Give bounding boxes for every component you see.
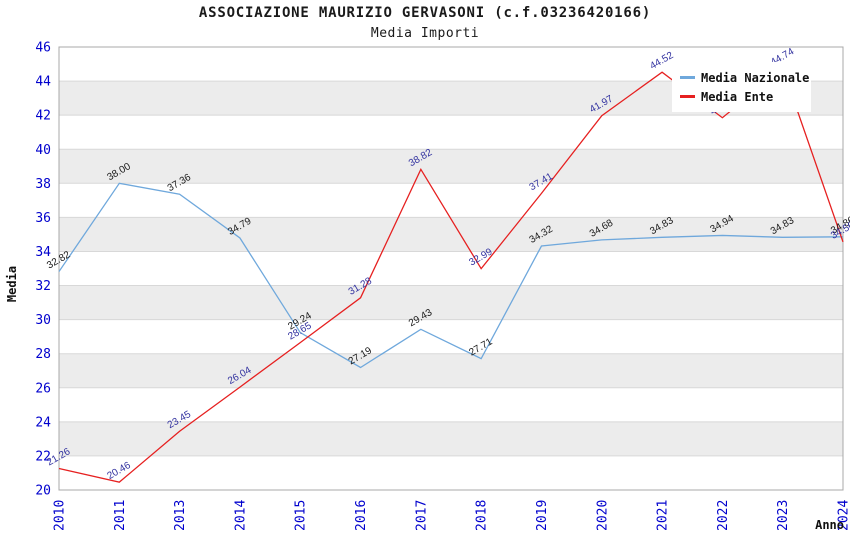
series-line-media-nazionale xyxy=(58,182,844,369)
x-tick-label: 2013 xyxy=(173,500,188,531)
x-tick-label: 2011 xyxy=(113,500,128,531)
x-tick-label: 2016 xyxy=(354,500,369,531)
x-tick-label: 2014 xyxy=(233,500,248,531)
grid-band xyxy=(59,353,843,388)
y-tick-label: 44 xyxy=(35,75,51,90)
grid-band xyxy=(59,115,843,150)
x-tick-label: 2019 xyxy=(535,500,550,531)
chart-title: ASSOCIAZIONE MAURIZIO GERVASONI (c.f.032… xyxy=(198,5,652,21)
x-tick-label: 2010 xyxy=(53,500,68,531)
x-tick-label: 2024 xyxy=(837,500,850,531)
y-tick-label: 40 xyxy=(35,143,51,158)
grid-band xyxy=(59,251,843,286)
y-tick-label: 32 xyxy=(35,279,51,294)
y-tick-label: 46 xyxy=(35,41,51,56)
y-axis-title: Media xyxy=(5,265,19,303)
x-axis-title: Anno xyxy=(815,518,844,532)
grid-band xyxy=(59,285,843,320)
y-tick-label: 22 xyxy=(35,449,51,464)
grid-band xyxy=(59,149,843,184)
legend-label-nazionale: Media Nazionale xyxy=(701,70,810,85)
x-tick-label: 2020 xyxy=(595,500,610,531)
y-tick-label: 34 xyxy=(35,245,51,260)
grid-band xyxy=(59,183,843,218)
grid-band xyxy=(59,421,843,456)
x-tick-label: 2022 xyxy=(716,500,731,531)
x-tick-label: 2015 xyxy=(294,500,309,531)
y-tick-label: 20 xyxy=(35,484,51,499)
y-tick-label: 26 xyxy=(35,381,51,396)
grid-band xyxy=(59,387,843,422)
grid-band xyxy=(59,217,843,252)
x-tick-label: 2018 xyxy=(475,500,490,531)
y-tick-label: 24 xyxy=(35,415,51,430)
y-tick-label: 30 xyxy=(35,313,51,328)
x-tick-label: 2017 xyxy=(414,500,429,531)
plot-border xyxy=(58,46,844,491)
line-swatch-nazionale-icon xyxy=(680,76,695,79)
legend-item-media-nazionale: Media Nazionale xyxy=(680,71,811,85)
x-tick-label: 2021 xyxy=(656,500,671,531)
legend-label-ente: Media Ente xyxy=(701,89,774,104)
grid-band xyxy=(59,455,843,490)
line-swatch-ente-icon xyxy=(680,95,695,98)
x-tick-label: 2023 xyxy=(776,500,791,531)
legend: Media Nazionale Media Ente xyxy=(672,62,811,112)
y-tick-label: 42 xyxy=(35,109,51,124)
chart-subtitle: Media Importi xyxy=(370,26,480,41)
grid-band xyxy=(59,319,843,354)
legend-item-media-ente: Media Ente xyxy=(680,90,811,104)
y-tick-label: 38 xyxy=(35,177,51,192)
y-tick-label: 28 xyxy=(35,347,51,362)
y-tick-label: 36 xyxy=(35,211,51,226)
